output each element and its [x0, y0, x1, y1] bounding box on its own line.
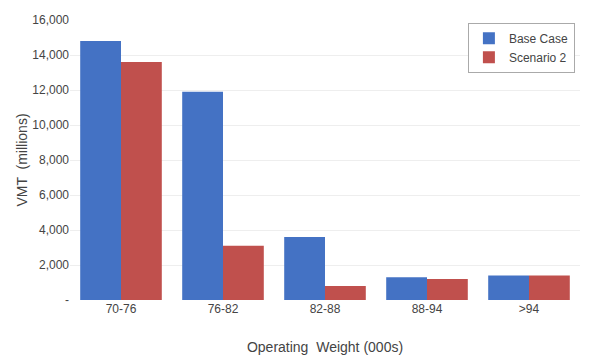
svg-text:8,000: 8,000 — [39, 153, 69, 167]
svg-text:2,000: 2,000 — [39, 258, 69, 272]
svg-text:4,000: 4,000 — [39, 223, 69, 237]
svg-text:>94: >94 — [519, 302, 540, 316]
svg-text:82-88: 82-88 — [310, 302, 341, 316]
svg-text:Operating Weight (000s): Operating Weight (000s) — [247, 339, 403, 355]
svg-text:12,000: 12,000 — [32, 83, 69, 97]
svg-text:10,000: 10,000 — [32, 118, 69, 132]
svg-text:16,000: 16,000 — [32, 13, 69, 27]
svg-text:70-76: 70-76 — [106, 302, 137, 316]
svg-text:88-94: 88-94 — [412, 302, 443, 316]
svg-text:-: - — [65, 293, 69, 307]
svg-text:76-82: 76-82 — [208, 302, 239, 316]
svg-text:VMT (millions): VMT (millions) — [14, 113, 30, 206]
svg-text:6,000: 6,000 — [39, 188, 69, 202]
svg-text:Scenario 2: Scenario 2 — [509, 51, 567, 65]
svg-text:14,000: 14,000 — [32, 48, 69, 62]
svg-text:Base Case: Base Case — [509, 32, 568, 46]
